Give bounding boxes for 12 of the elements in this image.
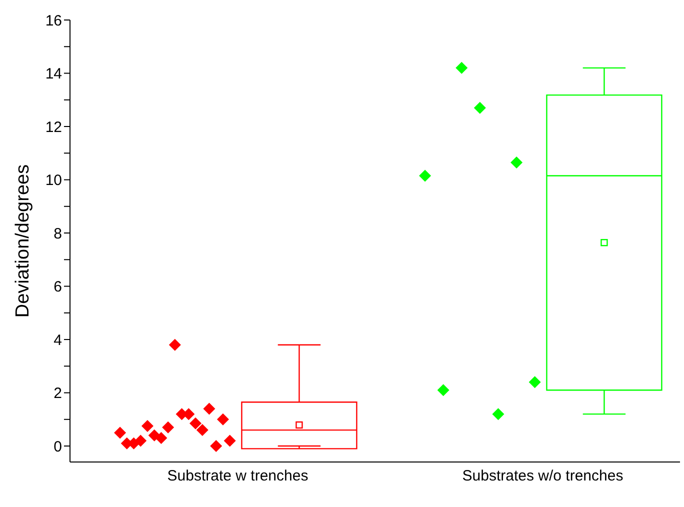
x-tick-label: Substrate w trenches bbox=[167, 468, 308, 485]
y-axis-title: Deviation/degrees bbox=[12, 164, 34, 318]
y-tick-label: 16 bbox=[45, 12, 62, 30]
y-tick-label: 12 bbox=[45, 118, 62, 136]
y-tick-label: 6 bbox=[54, 278, 62, 296]
x-tick-label: Substrates w/o trenches bbox=[462, 468, 624, 485]
y-tick-label: 2 bbox=[54, 385, 62, 402]
y-tick-label: 8 bbox=[54, 225, 62, 242]
y-tick-label: 10 bbox=[45, 172, 62, 190]
y-tick-label: 4 bbox=[54, 332, 62, 349]
y-tick-label: 0 bbox=[54, 438, 62, 456]
y-tick-label: 14 bbox=[45, 66, 62, 83]
